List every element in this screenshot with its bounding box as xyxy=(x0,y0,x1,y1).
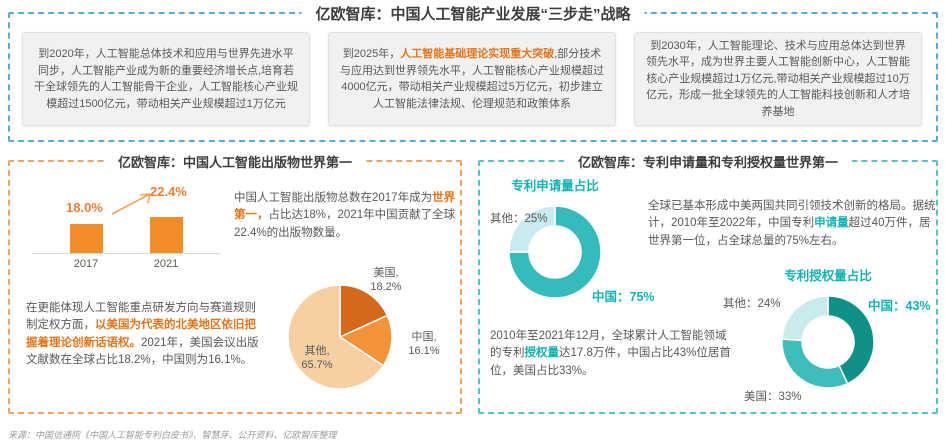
strategy-2025-box: 到2025年，人工智能基础理论实现重大突破,部分技术与应用达到世界领先水平，人工… xyxy=(328,32,616,126)
publications-summary-text: 中国人工智能出版物总数在2017年成为世界第一，占比达18%，2021年中国贡献… xyxy=(234,192,456,239)
bar-2021-label: 2021 xyxy=(153,258,179,270)
pie-label-china: 中国, 16.1% xyxy=(408,331,440,358)
bar-2017-value: 18.0% xyxy=(66,200,103,215)
strategy-2020-text: 到2020年，人工智能总体技术和应用与世界先进水平同步，人工智能产业成为新的重要… xyxy=(34,48,298,110)
patents-panel: 亿欧智库：专利申请量和专利授权量世界第一 专利申请量占比 其他：25% 中国：7… xyxy=(478,152,938,414)
patent-grants-donut-chart xyxy=(781,295,875,389)
bar-2021-value: 22.4% xyxy=(150,184,187,199)
patents-panel-title: 亿欧智库：专利申请量和专利授权量世界第一 xyxy=(563,152,853,171)
pie-label-other: 其他, 65.7% xyxy=(301,345,333,372)
grants-label-china: 中国：43% xyxy=(868,299,931,313)
patent-applications-text: 全球已基本形成中美两国共同引领技术创新的格局。据统计，2010年至2022年，中… xyxy=(648,200,936,247)
strategy-2030-text: 到2030年，人工智能理论、技术与应用总体达到世界领先水平，成为世界主要人工智能… xyxy=(646,39,910,118)
bar-2021 xyxy=(150,217,183,253)
strategy-2025-text: 到2025年，人工智能基础理论实现重大突破,部分技术与应用达到世界领先水平，人工… xyxy=(340,48,604,110)
applications-label-other: 其他：25% xyxy=(490,213,548,225)
strategy-2030-box: 到2030年，人工智能理论、技术与应用总体达到世界领先水平，成为世界主要人工智能… xyxy=(634,32,922,126)
source-note: 来源：中国信通院《中国人工智能专利白皮书》、智慧芽、公开资料、亿欧智库整理 xyxy=(8,430,337,440)
conference-publications-text: 在更能体现人工智能重点研发方向与赛道规则制定权方面，以美国为代表的北美地区依旧把… xyxy=(26,302,259,366)
patent-applications-donut-chart xyxy=(508,205,602,299)
grants-label-other: 其他：24% xyxy=(723,298,781,310)
increase-arrow-icon xyxy=(111,193,151,215)
patent-grants-text: 2010年至2021年12月，全球累计人工智能领域的专利授权量达17.8万件，中… xyxy=(490,330,731,377)
strategy-2020-box: 到2020年，人工智能总体技术和应用与世界先进水平同步，人工智能产业成为新的重要… xyxy=(22,32,310,126)
grants-label-usa: 美国：33% xyxy=(744,391,802,403)
top-panel-title: 亿欧智库：中国人工智能产业发展“三步走”战略 xyxy=(301,3,645,24)
pie-label-usa: 美国, 18.2% xyxy=(370,267,402,294)
three-step-strategy-panel: 亿欧智库：中国人工智能产业发展“三步走”战略 到2020年，人工智能总体技术和应… xyxy=(8,3,938,142)
applications-label-china: 中国：75% xyxy=(592,290,655,304)
publications-panel-title: 亿欧智库：中国人工智能出版物世界第一 xyxy=(103,152,367,171)
grants-donut-title: 专利授权量占比 xyxy=(784,269,872,283)
applications-donut-title: 专利申请量占比 xyxy=(511,179,599,193)
bar-chart-axis xyxy=(32,253,220,254)
bar-2017-label: 2017 xyxy=(73,258,99,270)
publications-pie-chart xyxy=(287,284,393,390)
bar-2017 xyxy=(70,224,103,253)
publications-panel: 亿欧智库：中国人工智能出版物世界第一 18.0% 22.4% 2017 2021… xyxy=(8,152,462,414)
